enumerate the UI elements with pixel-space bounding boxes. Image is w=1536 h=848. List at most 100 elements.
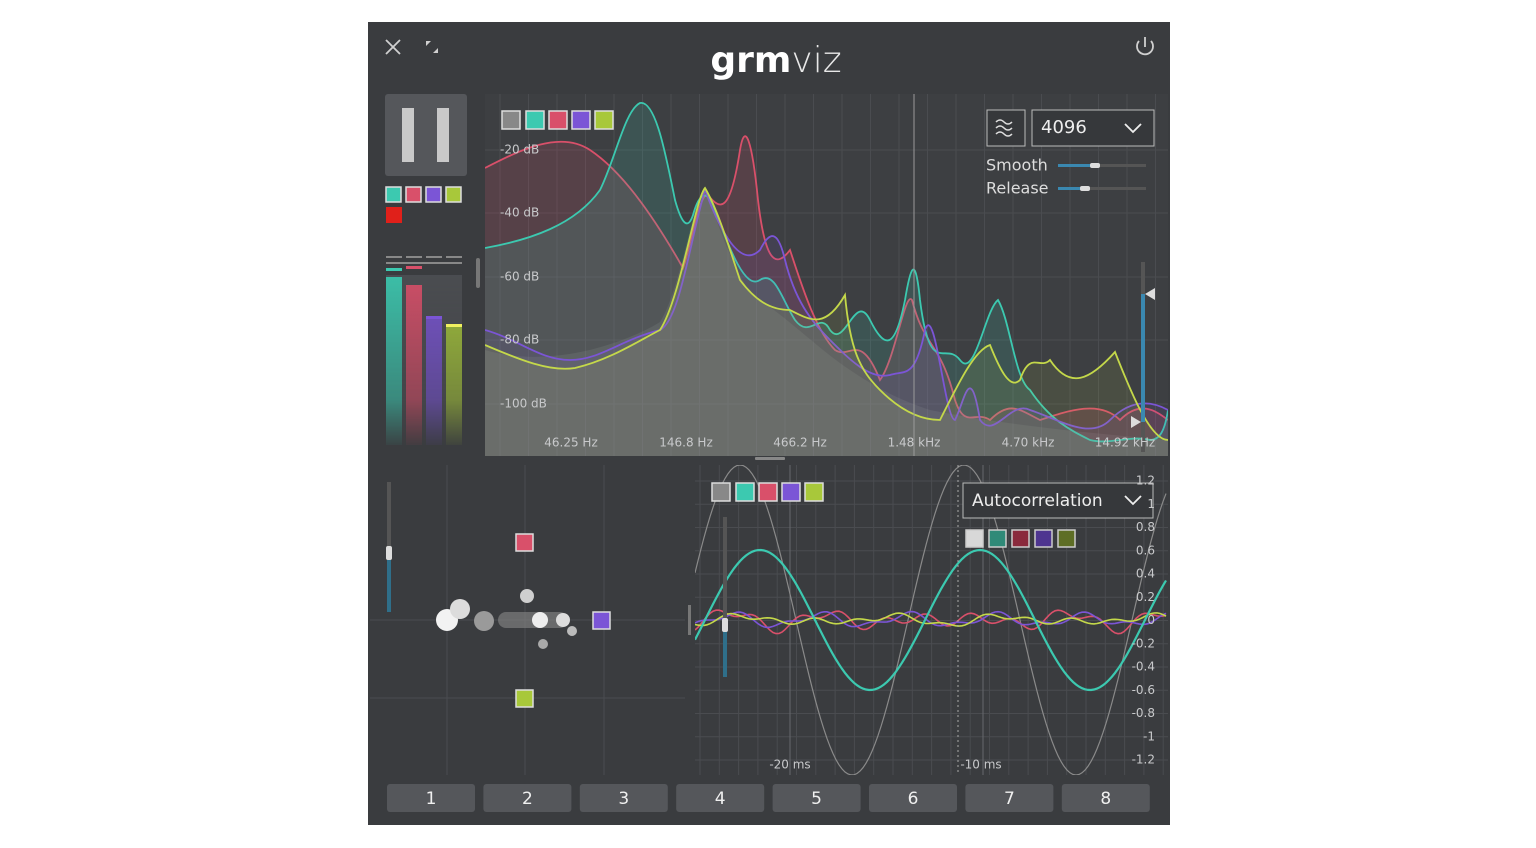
freq-label: 46.25 Hz	[544, 436, 598, 450]
channel-button[interactable]	[1061, 784, 1150, 812]
db-label: -20 dB	[500, 143, 539, 157]
y-label: 0.4	[1136, 567, 1155, 581]
series-toggle[interactable]	[548, 110, 568, 130]
spectrum-view	[485, 94, 1168, 456]
fft-size: 4096	[1041, 117, 1087, 138]
y-label: -1	[1143, 729, 1155, 743]
channel-button-label: 5	[811, 789, 822, 809]
smooth-slider[interactable]	[1058, 164, 1146, 167]
y-label: -0.8	[1132, 706, 1155, 720]
channel-button-label: 8	[1100, 789, 1111, 809]
scope-curve	[695, 548, 1167, 692]
freq-label: 466.2 Hz	[773, 436, 827, 450]
series-toggle[interactable]	[594, 110, 614, 130]
release-slider[interactable]	[1058, 187, 1146, 190]
slider-knob[interactable]	[1080, 186, 1090, 191]
y-label: -0.6	[1132, 683, 1155, 697]
slider-knob[interactable]	[1090, 163, 1100, 168]
series-toggle[interactable]	[735, 482, 755, 502]
channel-toggle[interactable]	[385, 186, 402, 203]
scope-curve	[695, 612, 1167, 627]
scope-view	[695, 465, 1168, 775]
gain-slider[interactable]	[723, 517, 727, 677]
channel-button-label: 6	[908, 789, 919, 809]
pause-icon	[402, 108, 414, 162]
slider-fill	[1058, 187, 1084, 190]
scope-curve	[695, 465, 1167, 775]
series-toggle[interactable]	[571, 110, 591, 130]
range-fill	[1141, 294, 1145, 422]
series-toggle[interactable]	[1034, 529, 1053, 548]
splitter[interactable]	[476, 258, 480, 288]
series-toggle[interactable]	[965, 529, 984, 548]
series-toggle[interactable]	[781, 482, 801, 502]
series-toggle[interactable]	[711, 482, 731, 502]
series-toggle[interactable]	[1011, 529, 1030, 548]
channel-button-label: 7	[1004, 789, 1015, 809]
power-button[interactable]	[1136, 37, 1154, 56]
level-meters	[386, 256, 462, 445]
dropdown-arrow	[1124, 123, 1142, 134]
release-label: Release	[986, 179, 1049, 198]
db-label: -40 dB	[500, 206, 539, 220]
channel-toggle[interactable]	[425, 186, 442, 203]
splitter[interactable]	[755, 457, 785, 460]
slider-fill	[723, 630, 727, 677]
mode-dropdown[interactable]	[962, 482, 1154, 519]
spectrum-curve	[485, 102, 1168, 443]
series-toggle[interactable]	[988, 529, 1007, 548]
channel-button[interactable]	[483, 784, 572, 812]
slider-knob[interactable]	[722, 618, 728, 632]
close-button[interactable]	[385, 39, 401, 55]
channel-button[interactable]	[579, 784, 668, 812]
series-toggle[interactable]	[525, 110, 545, 130]
freq-label: 4.70 kHz	[1002, 436, 1055, 450]
channel-button[interactable]	[869, 784, 957, 812]
db-label: -60 dB	[500, 270, 539, 284]
freq-label: 146.8 Hz	[659, 436, 713, 450]
stereo-view	[370, 465, 691, 775]
spectrum-area	[485, 190, 1168, 456]
expand-button[interactable]	[426, 41, 438, 53]
dropdown-arrow	[1124, 495, 1142, 506]
series-toggle[interactable]	[758, 482, 778, 502]
channel-button[interactable]	[676, 784, 765, 812]
channel-button[interactable]	[387, 784, 475, 812]
pause-icon	[437, 108, 449, 162]
smooth-label: Smooth	[986, 156, 1048, 175]
y-label: 1	[1147, 497, 1155, 511]
channel-toggle[interactable]	[445, 186, 462, 203]
channel-button-label: 3	[618, 789, 629, 809]
time-label: -10 ms	[960, 758, 1001, 772]
spectrum-curve	[485, 186, 1168, 441]
freq-label: 14.92 kHz	[1095, 436, 1155, 450]
y-label: -0.4	[1132, 660, 1155, 674]
pause-button[interactable]	[385, 94, 467, 176]
channel-button[interactable]	[772, 784, 861, 812]
mode-icon	[995, 119, 1013, 137]
spectrum-area	[485, 102, 1168, 456]
spectrum-area	[485, 188, 1168, 456]
series-toggle[interactable]	[804, 482, 824, 502]
y-label: 0	[1147, 613, 1155, 627]
channel-toggle[interactable]	[405, 186, 422, 203]
series-toggle[interactable]	[1057, 529, 1076, 548]
app-title: grmviz	[710, 40, 841, 81]
time-label: -20 ms	[769, 758, 810, 772]
slider-fill	[1058, 164, 1094, 167]
clip-indicator	[386, 207, 402, 223]
y-label: 0.8	[1136, 520, 1155, 534]
spectrum-area	[485, 136, 1168, 456]
y-label: -1.2	[1132, 753, 1155, 767]
db-label: -80 dB	[500, 333, 539, 347]
y-label: 0.6	[1136, 543, 1155, 557]
mode-label: Autocorrelation	[972, 491, 1103, 511]
channel-button-label: 2	[522, 789, 533, 809]
series-toggle[interactable]	[501, 110, 521, 130]
spectrum-area	[485, 188, 1168, 456]
fft-size-dropdown[interactable]	[1031, 109, 1155, 147]
channel-button[interactable]	[965, 784, 1054, 812]
mode-button[interactable]	[986, 109, 1026, 147]
y-label: -0.2	[1132, 636, 1155, 650]
